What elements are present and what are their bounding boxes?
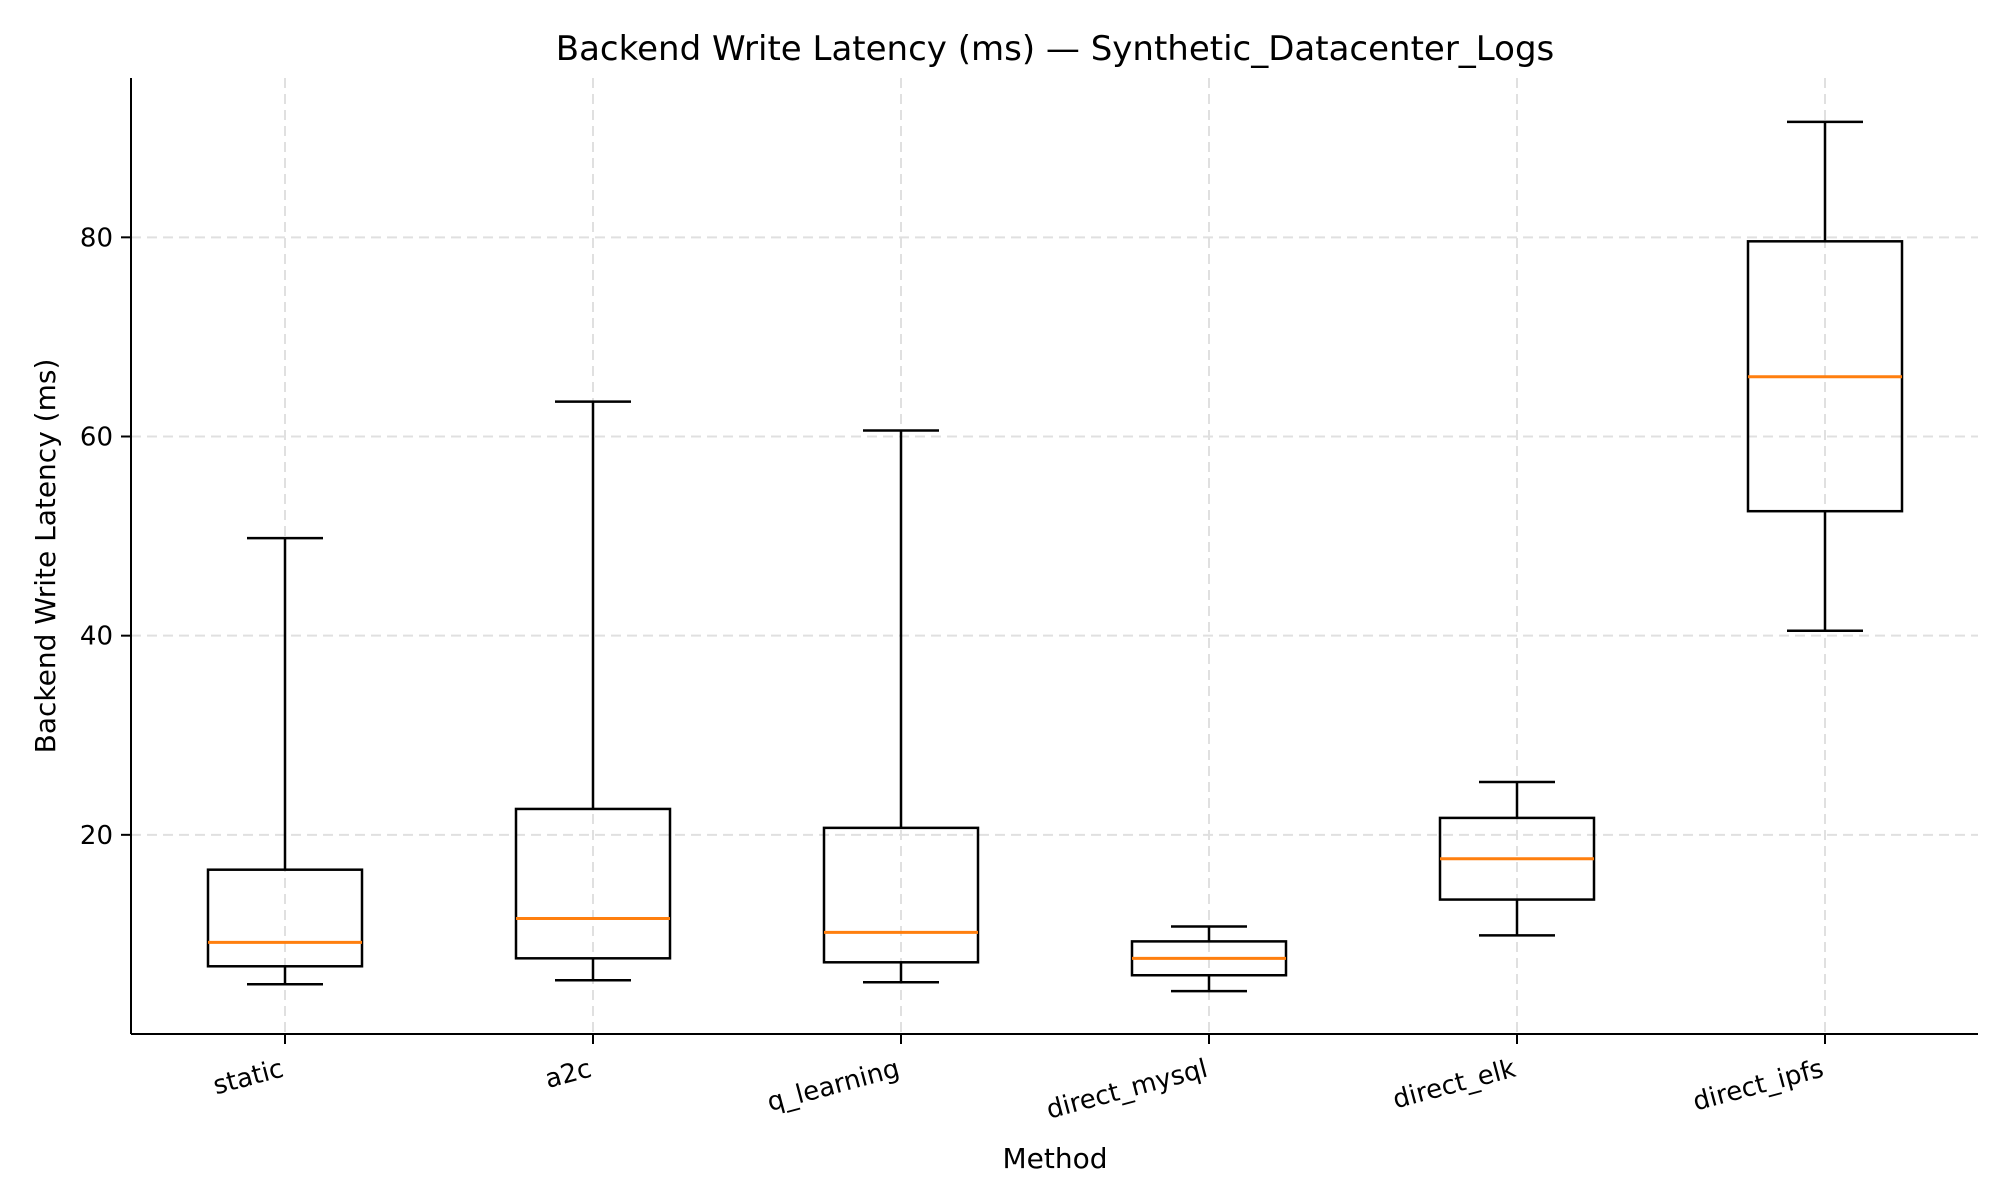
x-tick-label-direct_mysql: direct_mysql xyxy=(1043,1054,1210,1126)
axes xyxy=(130,78,1978,1035)
box-series xyxy=(206,120,1904,993)
grid-lines xyxy=(131,78,1978,1034)
iqr-box xyxy=(206,868,364,968)
y-tick-label: 60 xyxy=(80,423,113,453)
x-tick-label-a2c: a2c xyxy=(542,1054,595,1095)
y-tick-label: 20 xyxy=(80,821,113,851)
y-tick-label: 40 xyxy=(80,622,113,652)
box-static xyxy=(206,536,364,986)
box-direct_ipfs xyxy=(1746,120,1904,632)
x-tick-label-static: static xyxy=(210,1054,287,1101)
y-tick-label: 80 xyxy=(80,223,113,253)
y-ticks: 20 40 60 80 xyxy=(80,223,131,851)
chart-title: Backend Write Latency (ms) — Synthetic_D… xyxy=(556,29,1554,69)
box-a2c xyxy=(514,400,672,982)
box-direct_mysql xyxy=(1130,925,1288,993)
x-axis-label: Method xyxy=(1002,1142,1107,1175)
iqr-box xyxy=(822,826,980,964)
x-tick-label-direct_ipfs: direct_ipfs xyxy=(1690,1054,1827,1118)
box-q_learning xyxy=(822,429,980,984)
y-axis-label: Backend Write Latency (ms) xyxy=(29,359,62,754)
x-ticks: static a2c q_learning direct_mysql direct_el… xyxy=(210,1034,1827,1126)
box-direct_elk xyxy=(1438,780,1596,937)
x-tick-label-direct_elk: direct_elk xyxy=(1390,1054,1519,1115)
x-tick-label-q_learning: q_learning xyxy=(764,1054,903,1118)
iqr-box xyxy=(514,807,672,960)
